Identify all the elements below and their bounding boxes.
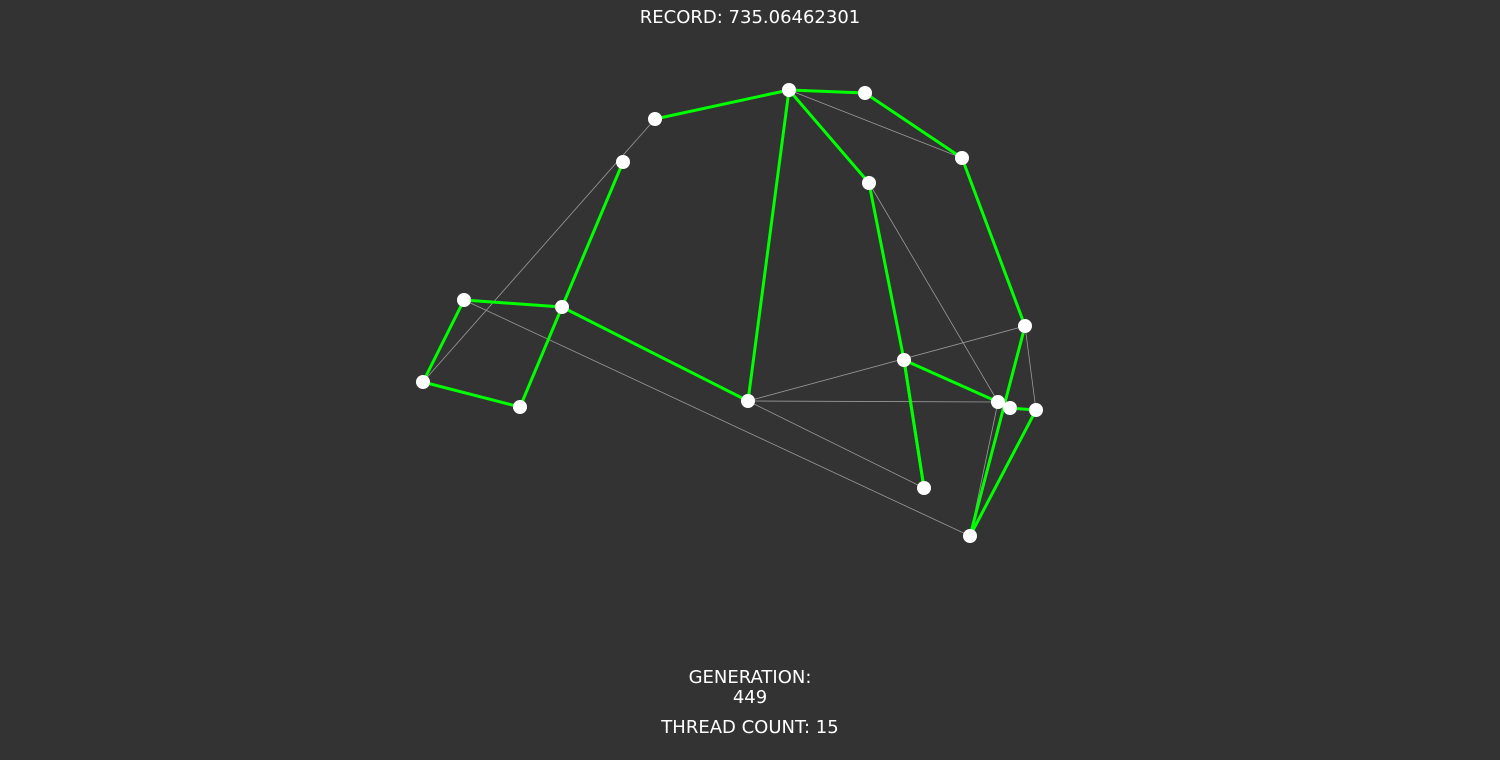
best-path-edge-19	[560, 160, 625, 309]
best-path-edge-8	[902, 358, 1000, 404]
city-node-4	[616, 155, 630, 169]
city-node-9	[897, 353, 911, 367]
record-label: RECORD:	[639, 7, 723, 28]
best-path	[421, 88, 1038, 538]
city-node-17	[963, 529, 977, 543]
candidate-edge-9	[1024, 325, 1037, 411]
best-path-edge-2	[863, 91, 964, 160]
thread-count-value: 15	[815, 717, 839, 738]
candidate-edge-6	[747, 400, 999, 403]
city-node-6	[457, 293, 471, 307]
city-node-16	[917, 481, 931, 495]
best-path-edge-11	[867, 181, 906, 362]
city-node-3	[955, 151, 969, 165]
thread-count-readout: THREAD COUNT: 15	[0, 718, 1500, 738]
best-path-edge-13	[746, 88, 791, 403]
best-path-edge-1	[787, 88, 867, 95]
city-nodes	[416, 83, 1043, 543]
best-path-edge-18	[518, 305, 564, 409]
thread-count-label: THREAD COUNT:	[661, 717, 811, 738]
best-path-edge-17	[421, 380, 522, 409]
city-node-0	[782, 83, 796, 97]
candidate-path	[422, 89, 1037, 537]
best-path-edge-10	[902, 358, 926, 490]
city-node-14	[1003, 401, 1017, 415]
city-node-7	[555, 300, 569, 314]
record-readout: RECORD: 735.06462301	[0, 8, 1500, 28]
best-path-edge-15	[462, 298, 564, 309]
candidate-edge-3	[868, 182, 999, 403]
city-node-2	[648, 112, 662, 126]
city-node-1	[858, 86, 872, 100]
best-path-edge-0	[653, 88, 791, 121]
best-path-edge-4	[968, 324, 1027, 538]
city-node-5	[862, 176, 876, 190]
best-path-edge-12	[787, 88, 871, 185]
best-path-edge-14	[560, 305, 750, 403]
generation-readout: GENERATION: 449	[0, 668, 1500, 708]
city-node-8	[1018, 319, 1032, 333]
record-value: 735.06462301	[728, 7, 861, 28]
city-node-10	[416, 375, 430, 389]
city-node-12	[741, 394, 755, 408]
city-node-13	[991, 395, 1005, 409]
candidate-edge-5	[747, 400, 925, 489]
best-path-edge-3	[960, 156, 1027, 328]
candidate-edge-4	[747, 325, 1026, 402]
candidate-edge-7	[463, 299, 971, 537]
generation-value: 449	[732, 687, 768, 708]
generation-label: GENERATION:	[688, 667, 812, 688]
best-path-edge-16	[421, 298, 466, 384]
candidate-edge-2	[788, 89, 963, 159]
best-path-edge-5	[968, 408, 1038, 538]
city-node-11	[513, 400, 527, 414]
city-node-15	[1029, 403, 1043, 417]
